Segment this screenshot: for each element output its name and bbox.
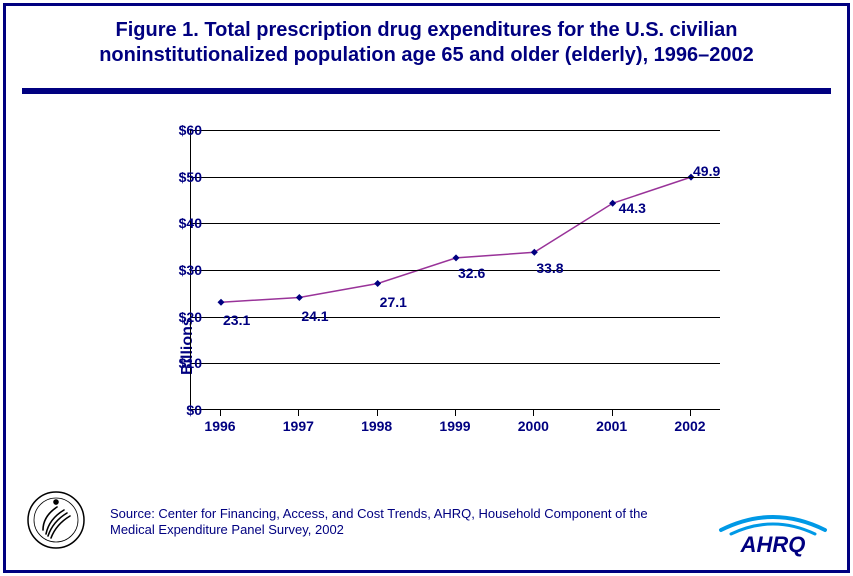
x-tick-mark — [220, 410, 221, 416]
figure-title: Figure 1. Total prescription drug expend… — [30, 18, 823, 68]
y-tick-label: $50 — [152, 169, 202, 185]
grid-line — [191, 317, 720, 318]
chart-area: Billions 23.124.127.132.633.844.349.9 $0… — [120, 120, 740, 450]
source-citation: Source: Center for Financing, Access, an… — [110, 506, 693, 539]
y-tick-label: $40 — [152, 215, 202, 231]
x-tick-mark — [533, 410, 534, 416]
title-underline — [22, 88, 831, 94]
x-tick-mark — [612, 410, 613, 416]
x-tick-mark — [298, 410, 299, 416]
x-tick-label: 1999 — [439, 418, 470, 434]
data-marker — [531, 249, 538, 256]
data-marker — [453, 254, 460, 261]
x-tick-label: 2002 — [674, 418, 705, 434]
data-value-label: 49.9 — [693, 163, 720, 179]
x-tick-label: 1996 — [204, 418, 235, 434]
x-tick-label: 2001 — [596, 418, 627, 434]
data-marker — [296, 294, 303, 301]
grid-line — [191, 363, 720, 364]
plot-region: 23.1 24.1 27.1 32.6 33.8 44.3 49.9 — [190, 130, 720, 410]
data-value-label: 32.6 — [458, 265, 485, 281]
data-marker — [374, 280, 381, 287]
y-tick-label: $30 — [152, 262, 202, 278]
data-value-label: 24.1 — [301, 308, 328, 324]
data-value-label: 23.1 — [223, 312, 250, 328]
x-tick-mark — [690, 410, 691, 416]
x-tick-mark — [455, 410, 456, 416]
x-tick-label: 1998 — [361, 418, 392, 434]
grid-line — [191, 223, 720, 224]
ahrq-logo-icon: AHRQ — [713, 510, 833, 558]
data-marker — [218, 299, 225, 306]
grid-line — [191, 130, 720, 131]
x-tick-label: 2000 — [518, 418, 549, 434]
data-value-label: 33.8 — [536, 260, 563, 276]
x-tick-label: 1997 — [283, 418, 314, 434]
data-value-label: 27.1 — [380, 294, 407, 310]
x-tick-mark — [377, 410, 378, 416]
data-value-label: 44.3 — [619, 200, 646, 216]
ahrq-logo-text: AHRQ — [740, 532, 806, 557]
y-tick-label: $0 — [152, 402, 202, 418]
grid-line — [191, 270, 720, 271]
y-tick-label: $60 — [152, 122, 202, 138]
grid-line — [191, 177, 720, 178]
hhs-seal-icon — [26, 490, 86, 550]
y-tick-label: $10 — [152, 355, 202, 371]
data-marker — [609, 200, 616, 207]
y-tick-label: $20 — [152, 309, 202, 325]
